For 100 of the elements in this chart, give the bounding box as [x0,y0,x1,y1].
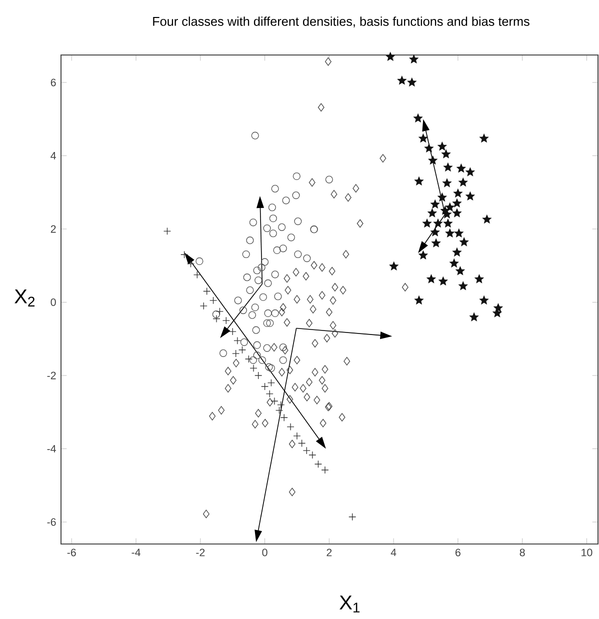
point [271,309,279,318]
point [438,192,447,202]
point [251,132,259,140]
x-axis-title: X$_{1}$ [340,596,360,612]
point [271,270,279,278]
point [219,349,228,357]
point [212,314,220,323]
point [244,355,252,363]
point [482,214,492,224]
point [251,304,259,312]
point [222,316,230,324]
point [240,338,248,346]
point [458,282,468,290]
point [426,274,436,283]
point [418,250,428,260]
point [267,379,276,387]
point [216,308,224,316]
point [263,319,271,327]
point [263,344,271,352]
x-tick-label: 2 [326,548,332,556]
point [248,311,256,319]
point [228,328,236,336]
point [265,363,273,371]
point [243,274,251,282]
y-tick-label: -6 [47,518,56,526]
point [279,344,287,352]
point [303,254,311,262]
x-tick-label: -4 [132,548,140,556]
point [418,134,428,142]
point [466,192,475,200]
point [234,336,242,345]
point [259,293,267,301]
x-tick-label: 10 [582,548,592,556]
point [414,114,422,122]
point [238,346,246,354]
point [434,218,442,228]
point [444,218,452,228]
point [267,364,276,372]
point [452,208,462,218]
point [325,176,333,184]
point [456,164,466,172]
point [203,287,211,296]
point [239,306,248,314]
point [428,208,437,218]
point [266,319,274,327]
point [458,178,468,186]
point [249,218,257,226]
chart-title: Four classes with different densities, basis functions and bias terms [153,16,530,28]
y-tick-label: -4 [47,445,56,452]
point [249,356,257,364]
point [264,309,272,318]
point [298,439,306,448]
point [260,258,269,266]
point [200,302,208,310]
point [274,292,282,300]
point [389,262,398,270]
point [454,188,462,198]
y-tick-label: 0 [50,298,56,306]
point [268,204,276,212]
point [282,196,290,204]
y-tick-label: 4 [50,152,56,160]
point [466,168,475,176]
point [287,234,295,242]
point [440,206,450,214]
point [408,78,416,86]
point [242,250,250,258]
point [414,176,424,186]
point [432,238,440,248]
point [286,422,294,431]
point [250,364,258,372]
point [292,191,300,200]
point [246,236,254,244]
point [163,227,172,235]
point [275,406,284,414]
point [269,230,277,238]
point [293,432,301,440]
point [186,260,195,268]
point [438,276,448,286]
y-axis-title: X$_{2}$ [14,290,35,306]
point [314,460,322,468]
point [277,401,285,409]
point [430,200,440,208]
point [430,228,440,236]
point [409,54,418,64]
point [273,246,281,254]
point [444,162,452,172]
point [258,356,266,364]
point [266,390,274,398]
point [398,76,406,84]
point [264,279,272,288]
point [252,326,260,334]
y-tick-label: -2 [47,372,56,380]
x-tick-label: 4 [390,548,396,556]
point [254,372,262,380]
point [258,264,266,272]
point [253,266,261,274]
point [456,266,465,275]
point [480,134,488,142]
point [269,214,277,222]
point [253,341,261,349]
